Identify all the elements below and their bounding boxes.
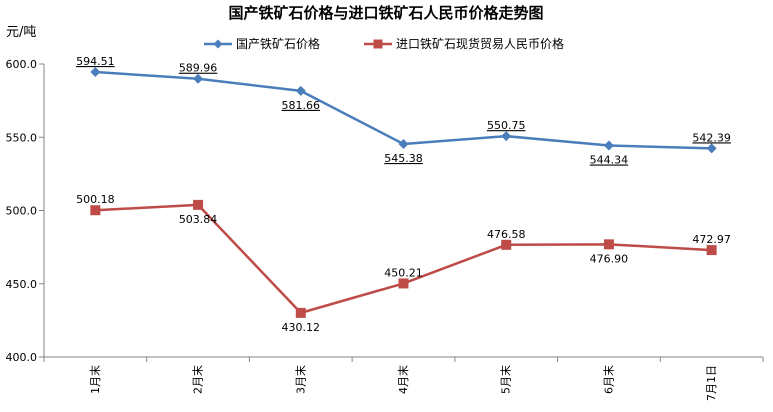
y-tick-label: 400.0 — [6, 351, 38, 364]
y-axis-unit: 元/吨 — [6, 25, 36, 40]
data-label: 545.38 — [384, 152, 423, 165]
data-label: 430.12 — [282, 321, 321, 334]
x-tick-labels: 1月末 2月末 3月末 4月末 5月末 6月末 7月1日 — [88, 365, 718, 401]
chart-title: 国产铁矿石价格与进口铁矿石人民币价格走势图 — [228, 4, 543, 22]
legend-square-icon — [373, 39, 383, 49]
data-point — [90, 67, 101, 78]
data-label: 542.39 — [692, 131, 731, 144]
series-2: 500.18 503.84 430.12 450.21 476.58 476.90 472.… — [76, 193, 731, 334]
y-tick-label: 500.0 — [6, 205, 38, 218]
data-label: 594.51 — [76, 55, 115, 68]
data-label: 581.66 — [282, 99, 321, 112]
x-tick-label: 6月末 — [601, 365, 615, 394]
data-point — [501, 131, 512, 142]
series-1: 594.51 589.96 581.66 545.38 550.75 544.34 542.… — [76, 55, 731, 166]
data-label: 544.34 — [590, 154, 629, 167]
data-point — [398, 278, 409, 289]
y-tick-label: 450.0 — [6, 278, 38, 291]
legend-label-series-2: 进口铁矿石现货贸易人民币价格 — [396, 36, 564, 51]
series-layer: 594.51 589.96 581.66 545.38 550.75 544.34 542.… — [76, 55, 731, 334]
y-tick-label: 550.0 — [6, 131, 38, 144]
data-label: 450.21 — [384, 266, 423, 279]
x-tick-label: 3月末 — [293, 365, 307, 394]
y-tick-labels: 400.0 450.0 500.0 550.0 600.0 — [6, 58, 38, 364]
axes — [39, 63, 764, 362]
data-point — [193, 73, 204, 84]
x-tick-label: 1月末 — [88, 365, 102, 394]
data-point — [193, 199, 204, 210]
x-tick-label: 5月末 — [499, 365, 513, 394]
data-point — [295, 85, 306, 96]
data-point — [295, 307, 306, 318]
legend: 国产铁矿石价格 进口铁矿石现货贸易人民币价格 — [204, 36, 564, 51]
data-point — [603, 140, 614, 151]
x-tick-label: 2月末 — [191, 365, 205, 394]
data-label: 503.84 — [179, 213, 218, 226]
data-point — [398, 139, 409, 150]
legend-label-series-1: 国产铁矿石价格 — [236, 36, 320, 51]
data-point — [706, 245, 717, 256]
legend-diamond-icon — [213, 39, 223, 49]
data-point — [90, 205, 101, 216]
data-point — [603, 239, 614, 250]
x-tick-label: 7月1日 — [705, 365, 718, 401]
x-tick-label: 4月末 — [396, 365, 410, 394]
data-label: 589.96 — [179, 62, 218, 75]
data-label: 550.75 — [487, 119, 526, 132]
data-point — [501, 239, 512, 250]
series-line — [95, 70, 712, 150]
y-tick-label: 600.0 — [6, 58, 38, 71]
data-point — [706, 143, 717, 154]
data-label: 500.18 — [76, 193, 115, 206]
data-label: 476.58 — [487, 228, 526, 241]
data-label: 476.90 — [590, 252, 629, 265]
data-label: 472.97 — [692, 233, 731, 246]
